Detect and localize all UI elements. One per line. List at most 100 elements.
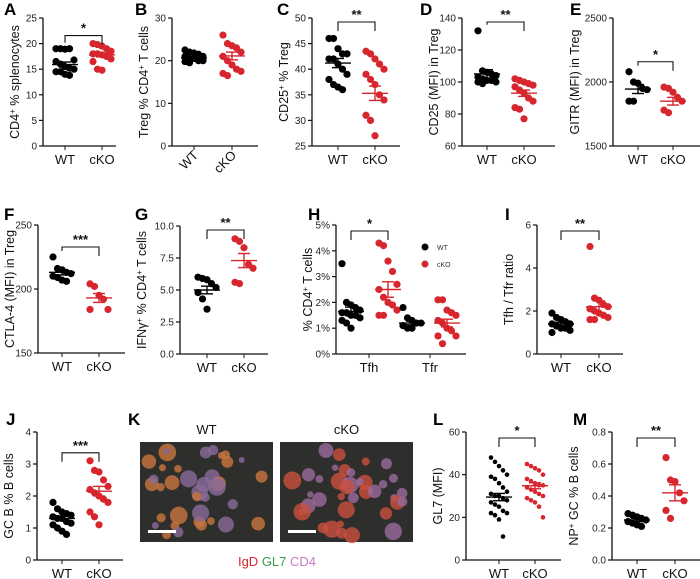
y-axis-label-part: CTLA-4 (MFI) in Treg [3, 230, 17, 348]
y-tick-label: 40 [449, 470, 461, 481]
y-axis-label-part: CD25 (MFI) in Treg [427, 28, 441, 135]
y-axis-label: CD25+ % Treg [277, 42, 292, 122]
y-tick-label: 1 [25, 524, 31, 535]
significance-label: ** [500, 7, 511, 22]
data-point-cko [520, 115, 528, 123]
y-tick-label: 30 [295, 116, 307, 127]
significance-bracket [636, 437, 676, 447]
panel-l: L 0 20 40 60 GL7 (MFI) WT cKO * [431, 410, 561, 579]
data-point-wt [492, 502, 498, 507]
y-tick-label: 2500 [585, 14, 608, 25]
x-tick-label: WT [55, 152, 75, 167]
x-tick-label: cKO [89, 152, 114, 167]
y-tick-label: 2000 [585, 78, 608, 89]
significance-bracket [61, 452, 100, 462]
data-point-wt [496, 504, 502, 509]
data-point-wt [625, 68, 633, 76]
data-point-cko [375, 60, 384, 68]
panel-label: L [433, 410, 443, 429]
data-point-wt [504, 472, 510, 477]
data-point-cko [86, 508, 94, 516]
y-axis-label-part: + [301, 287, 310, 292]
panel-m: M 0.0 0.2 0.4 0.6 0.8 NP+ GC % B cells WT cKO ** [567, 410, 700, 579]
y-axis-label-part: % CD4 [135, 275, 149, 318]
igd-region [339, 479, 355, 495]
panel-h: H 0% 1% 2% 3% 4% 5% % CD4+ T cells Tfh Tfr * WT cKO [301, 205, 466, 375]
igd-region [361, 457, 370, 466]
stain-legend: IgD GL7 CD4 [238, 554, 316, 569]
y-tick-label: 2% [316, 298, 331, 309]
y-axis-label-part: GITR (MFI) in Treg [568, 30, 582, 135]
data-point-cko [104, 305, 112, 314]
data-point-cko [86, 457, 94, 465]
y-axis-label: IFNγ+ % CD4+ T cells [135, 231, 150, 349]
data-point-cko [104, 482, 112, 490]
significance-label: * [367, 216, 373, 231]
y-axis-label-part: T cells [135, 231, 149, 270]
data-point-cko [371, 55, 379, 63]
igd-region [379, 507, 393, 520]
panel-i: I 0 2 4 6 Tfh / Tfr ratio WT cKO ** [502, 205, 623, 375]
panel-label: B [135, 0, 147, 19]
x-tick-label: WT [328, 152, 348, 167]
data-point-cko [536, 504, 542, 509]
data-point-cko [379, 242, 388, 250]
igd-region [141, 454, 157, 469]
data-point-cko [529, 97, 537, 105]
y-tick-label: 0.6 [592, 460, 606, 471]
y-tick-label: 100 [439, 78, 456, 89]
significance-label: * [653, 47, 659, 62]
data-point-wt [474, 27, 482, 35]
igd-region [221, 455, 234, 468]
data-point-cko [536, 491, 542, 497]
data-point-wt [488, 474, 494, 480]
data-point-cko [235, 237, 244, 245]
data-point-wt [65, 71, 74, 79]
stain-legend-item: GL7 [258, 554, 286, 569]
igd-region [217, 451, 226, 460]
data-point-cko [384, 257, 392, 265]
y-axis-label-part: Treg % CD4 [137, 70, 151, 138]
cd4-region [301, 468, 316, 482]
cd4-region [148, 474, 159, 485]
data-point-wt [548, 328, 556, 337]
data-point-cko [90, 282, 99, 291]
scale-bar [288, 530, 316, 533]
data-point-wt [334, 45, 342, 53]
image-title: cKO [334, 422, 359, 437]
panel-label: M [573, 410, 587, 429]
data-point-wt [338, 86, 347, 94]
y-axis-label: Tfh / Tfr ratio [502, 254, 516, 325]
y-tick-label: 1% [316, 324, 331, 335]
y-tick-label: 250 [15, 221, 32, 232]
cd4-region [389, 473, 398, 483]
x-tick-label: cKO [660, 152, 685, 167]
data-point-wt [492, 476, 498, 482]
data-point-cko [528, 463, 534, 469]
y-tick-label: 10 [155, 99, 167, 110]
data-point-cko [438, 296, 447, 304]
y-axis-label: GL7 (MFI) [431, 468, 445, 525]
y-axis-label-part: GC B % B cells [2, 453, 16, 538]
data-point-wt [342, 319, 351, 327]
cd4-region [347, 492, 359, 504]
x-tick-label: cKO [231, 360, 256, 375]
data-point-cko [371, 132, 379, 140]
panel-label: F [4, 205, 14, 224]
significance-bracket [350, 230, 389, 240]
igd-region [251, 516, 265, 531]
igd-region [158, 464, 166, 472]
y-axis-label: Treg % CD4+ T cells [137, 26, 152, 138]
y-tick-label: 80 [445, 110, 457, 121]
y-tick-label: 0.0 [160, 350, 174, 361]
x-tick-label: Tfr [422, 360, 439, 375]
x-tick-label: WT [176, 147, 201, 172]
panel-label: J [6, 410, 15, 429]
panel-label: I [505, 205, 510, 224]
data-point-wt [67, 519, 75, 527]
y-tick-label: 5.0 [160, 286, 174, 297]
igd-region [336, 520, 344, 528]
y-tick-label: 3% [316, 272, 331, 283]
